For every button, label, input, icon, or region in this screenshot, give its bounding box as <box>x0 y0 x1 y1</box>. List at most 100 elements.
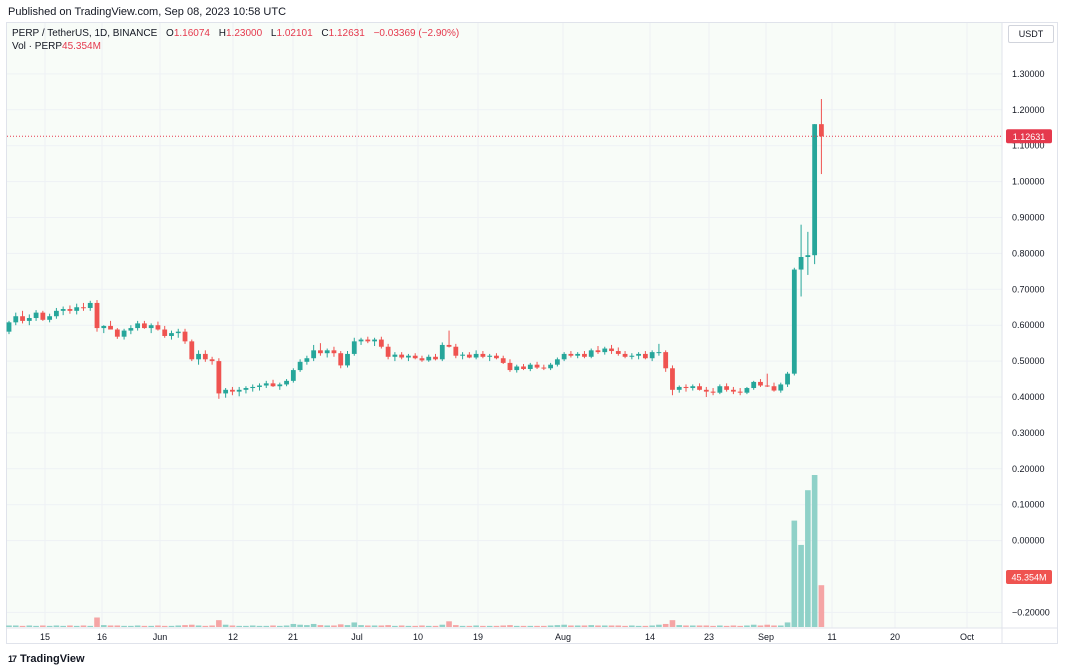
candle-body[interactable] <box>602 348 608 353</box>
candle-body[interactable] <box>778 384 784 391</box>
symbol-label[interactable]: PERP / TetherUS, 1D, BINANCE <box>12 28 158 39</box>
candle-body[interactable] <box>175 331 181 334</box>
volume-label[interactable]: Vol · PERP <box>12 41 63 52</box>
candle-body[interactable] <box>318 350 323 354</box>
candle-body[interactable] <box>250 386 256 389</box>
candle-body[interactable] <box>582 353 587 357</box>
candle-body[interactable] <box>372 339 377 342</box>
candle-body[interactable] <box>609 348 614 352</box>
candle-body[interactable] <box>277 384 283 387</box>
candle-body[interactable] <box>724 386 730 390</box>
candle-body[interactable] <box>60 309 66 311</box>
candle-body[interactable] <box>514 366 520 371</box>
candle-body[interactable] <box>230 389 235 392</box>
candle-body[interactable] <box>338 353 344 366</box>
candle-body[interactable] <box>128 328 134 331</box>
candle-body[interactable] <box>47 316 53 320</box>
candle-body[interactable] <box>629 355 635 357</box>
candle-body[interactable] <box>676 386 682 390</box>
candle-body[interactable] <box>304 358 310 362</box>
candle-body[interactable] <box>142 323 147 329</box>
candle-body[interactable] <box>365 339 371 342</box>
candle-body[interactable] <box>412 355 418 359</box>
candle-body[interactable] <box>196 353 201 360</box>
candle-body[interactable] <box>805 255 811 257</box>
candle-body[interactable] <box>791 269 797 374</box>
candle-body[interactable] <box>819 124 824 137</box>
candle-body[interactable] <box>697 386 702 390</box>
candle-body[interactable] <box>135 323 141 329</box>
candle-body[interactable] <box>622 353 628 357</box>
candle-body[interactable] <box>114 329 120 337</box>
candle-body[interactable] <box>670 368 675 390</box>
candle-body[interactable] <box>358 339 364 342</box>
candle-body[interactable] <box>189 341 195 360</box>
candle-body[interactable] <box>487 355 493 357</box>
candle-body[interactable] <box>74 307 80 311</box>
candle-body[interactable] <box>737 391 743 393</box>
candle-body[interactable] <box>311 350 317 359</box>
candle-body[interactable] <box>202 353 208 360</box>
candle-body[interactable] <box>20 316 25 321</box>
candle-body[interactable] <box>426 356 432 361</box>
candle-body[interactable] <box>378 339 384 347</box>
candle-body[interactable] <box>101 325 107 329</box>
candle-body[interactable] <box>588 350 594 357</box>
candle-body[interactable] <box>812 124 818 256</box>
candle-body[interactable] <box>439 344 445 360</box>
candle-body[interactable] <box>13 316 19 323</box>
candle-body[interactable] <box>419 358 425 361</box>
candle-body[interactable] <box>182 331 188 342</box>
candle-body[interactable] <box>453 346 459 356</box>
candle-body[interactable] <box>162 329 168 336</box>
candle-body[interactable] <box>703 389 709 392</box>
candle-body[interactable] <box>527 364 533 369</box>
candle-body[interactable] <box>507 362 513 371</box>
candle-body[interactable] <box>649 352 655 359</box>
candle-body[interactable] <box>642 353 648 359</box>
candle-body[interactable] <box>758 381 763 386</box>
candle-body[interactable] <box>446 344 452 347</box>
candle-body[interactable] <box>263 383 269 386</box>
candle-body[interactable] <box>108 325 113 330</box>
candle-body[interactable] <box>257 385 262 387</box>
candle-body[interactable] <box>656 352 662 354</box>
candle-body[interactable] <box>785 373 790 385</box>
candle-body[interactable] <box>636 353 642 356</box>
candle-body[interactable] <box>67 309 73 311</box>
candle-body[interactable] <box>345 353 350 366</box>
candle-body[interactable] <box>548 364 553 369</box>
candle-body[interactable] <box>209 359 215 362</box>
candle-body[interactable] <box>710 391 716 393</box>
candle-body[interactable] <box>33 312 39 319</box>
tradingview-footer[interactable]: 17 TradingView <box>8 653 85 665</box>
candle-body[interactable] <box>169 333 174 336</box>
candle-body[interactable] <box>500 358 506 363</box>
candle-body[interactable] <box>324 350 330 354</box>
candle-body[interactable] <box>94 302 100 329</box>
candle-body[interactable] <box>385 346 391 357</box>
candle-body[interactable] <box>615 351 621 354</box>
candle-body[interactable] <box>26 318 32 321</box>
candle-body[interactable] <box>744 388 750 393</box>
candle-body[interactable] <box>223 389 229 394</box>
candle-body[interactable] <box>399 354 405 358</box>
candle-body[interactable] <box>494 355 499 359</box>
candle-body[interactable] <box>751 381 757 389</box>
candle-body[interactable] <box>236 389 242 392</box>
candle-body[interactable] <box>406 355 411 358</box>
candle-body[interactable] <box>683 386 689 389</box>
candle-body[interactable] <box>663 352 669 369</box>
candle-body[interactable] <box>480 353 486 357</box>
candle-body[interactable] <box>53 310 59 317</box>
candle-body[interactable] <box>121 330 127 337</box>
candle-body[interactable] <box>243 388 249 390</box>
candle-body[interactable] <box>554 359 560 365</box>
candle-body[interactable] <box>155 325 161 330</box>
candle-body[interactable] <box>392 354 398 357</box>
candle-body[interactable] <box>473 353 479 358</box>
candle-body[interactable] <box>595 350 601 353</box>
candle-body[interactable] <box>466 354 472 358</box>
candle-body[interactable] <box>561 353 567 360</box>
candle-body[interactable] <box>290 370 296 381</box>
